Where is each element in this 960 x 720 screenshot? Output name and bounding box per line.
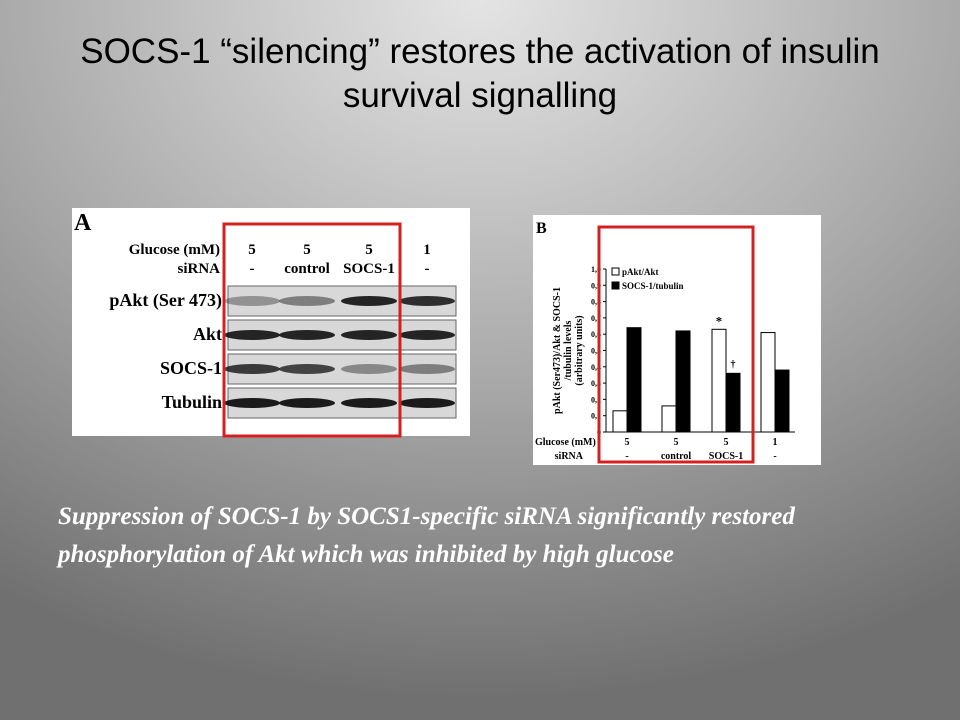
y-tick-label: 0,5 — [591, 347, 601, 356]
band — [224, 364, 280, 374]
legend-swatch — [611, 267, 620, 276]
legend-label: pAkt/Akt — [622, 267, 659, 277]
blot-label: Tubulin — [162, 392, 222, 412]
band — [279, 398, 335, 408]
row-label: siRNA — [555, 451, 584, 462]
caption: Suppression of SOCS-1 by SOCS1-specific … — [58, 503, 795, 568]
y-tick-label: 0,8 — [591, 298, 601, 307]
x-tick-label: 5 — [724, 437, 729, 448]
y-axis-label: (arbitrary units) — [574, 315, 585, 385]
bar — [760, 332, 776, 433]
blot-label: SOCS-1 — [160, 358, 222, 378]
bar — [725, 372, 741, 433]
highlight-box — [222, 222, 402, 438]
lane-label: SOCS-1 — [343, 261, 395, 277]
bar — [711, 328, 727, 433]
y-tick-label: 0,3 — [591, 379, 601, 388]
lane-label: - — [250, 261, 255, 277]
y-tick-label: 0,4 — [591, 363, 601, 372]
band — [399, 398, 455, 408]
x-tick-label: control — [661, 451, 692, 462]
band — [341, 296, 397, 306]
y-tick-label: 0,2 — [591, 395, 601, 404]
bar — [661, 405, 677, 433]
y-axis-label: pAkt (Ser473)/Akt & SOCS-1 — [552, 287, 563, 414]
y-tick-label: 0,9 — [591, 281, 601, 290]
bar — [774, 369, 790, 433]
band — [399, 330, 455, 340]
band — [224, 296, 280, 306]
y-tick-label: 0,7 — [591, 314, 601, 323]
lane-label: 5 — [248, 242, 256, 258]
y-tick-label: 0,6 — [591, 330, 601, 339]
band — [224, 330, 280, 340]
legend-label: SOCS-1/tubulin — [622, 281, 684, 291]
row-label: Glucose (mM) — [535, 437, 596, 448]
x-tick-label: - — [625, 451, 628, 462]
panel-label: B — [536, 220, 547, 237]
y-tick-label: 1,0 — [591, 265, 601, 274]
lane-label: 5 — [365, 242, 373, 258]
slide-title: SOCS-1 “silencing” restores the activati… — [80, 32, 880, 115]
band — [399, 296, 455, 306]
y-tick-label: 0,1 — [591, 412, 601, 421]
annotation: * — [716, 313, 723, 328]
lane-label: 1 — [423, 242, 431, 258]
blot-label: Akt — [193, 324, 222, 344]
lane-label: control — [284, 261, 330, 277]
band — [279, 330, 335, 340]
x-tick-label: SOCS-1 — [709, 451, 743, 462]
x-tick-label: 1 — [773, 437, 778, 448]
panel-label: A — [74, 210, 92, 236]
x-tick-label: - — [773, 451, 776, 462]
row-label: Glucose (mM) — [129, 242, 220, 258]
row-label: siRNA — [177, 261, 220, 277]
highlight-box — [597, 225, 755, 464]
band — [279, 296, 335, 306]
x-tick-label: 5 — [625, 437, 630, 448]
band — [341, 330, 397, 340]
y-axis-label: /tubulin levels — [563, 321, 574, 382]
band — [279, 364, 335, 374]
lane-label: 5 — [303, 242, 311, 258]
blot-label: pAkt (Ser 473) — [109, 290, 222, 311]
legend-swatch — [611, 281, 620, 290]
band — [341, 364, 397, 374]
band — [224, 398, 280, 408]
band — [341, 398, 397, 408]
bar — [675, 330, 691, 433]
bar — [626, 327, 642, 433]
x-tick-label: 5 — [674, 437, 679, 448]
annotation: † — [731, 359, 736, 370]
band — [399, 364, 455, 374]
bar — [612, 410, 628, 433]
lane-label: - — [425, 261, 430, 277]
